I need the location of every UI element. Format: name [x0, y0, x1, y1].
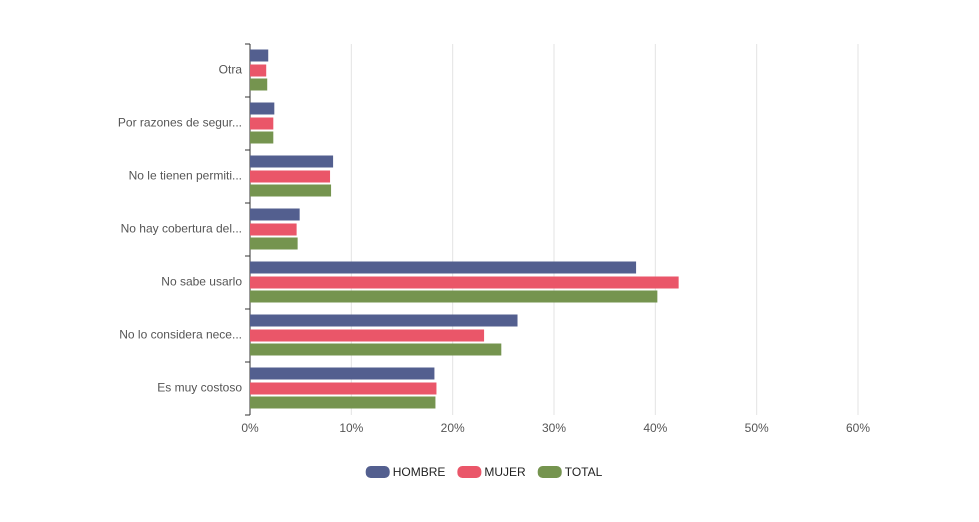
y-tick-label: No lo considera nece...	[119, 328, 242, 342]
bar	[250, 329, 485, 342]
x-tick-label: 0%	[241, 421, 259, 435]
bar	[250, 343, 502, 356]
y-tick-label: No sabe usarlo	[161, 275, 242, 289]
bar	[250, 117, 274, 130]
legend-swatch	[457, 466, 482, 478]
legend-swatch	[365, 466, 390, 478]
y-tick-label: Otra	[219, 63, 243, 77]
legend-label: HOMBRE	[393, 465, 446, 479]
bar	[250, 223, 297, 236]
bar	[250, 78, 268, 91]
x-tick-label: 30%	[542, 421, 566, 435]
bar	[250, 208, 300, 221]
x-tick-label: 50%	[745, 421, 769, 435]
bar	[250, 170, 331, 183]
x-tick-label: 40%	[643, 421, 667, 435]
bar	[250, 102, 275, 115]
y-tick-label: Es muy costoso	[157, 381, 242, 395]
bar	[250, 155, 334, 168]
bar	[250, 290, 658, 303]
bar	[250, 131, 274, 144]
bar	[250, 49, 269, 62]
bar	[250, 367, 435, 380]
bar	[250, 276, 679, 289]
bar	[250, 184, 332, 197]
y-tick-label: No hay cobertura del...	[121, 222, 242, 236]
y-tick-label: No le tienen permiti...	[129, 169, 242, 183]
bar	[250, 64, 267, 77]
legend-label: MUJER	[484, 465, 526, 479]
x-tick-label: 20%	[441, 421, 465, 435]
legend-label: TOTAL	[565, 465, 603, 479]
y-tick-label: Por razones de segur...	[118, 116, 242, 130]
bar	[250, 396, 436, 409]
bar	[250, 261, 637, 274]
x-tick-label: 10%	[339, 421, 363, 435]
bar	[250, 382, 437, 395]
legend-swatch	[537, 466, 562, 478]
bar	[250, 314, 518, 327]
bar	[250, 237, 298, 250]
x-tick-label: 60%	[846, 421, 870, 435]
